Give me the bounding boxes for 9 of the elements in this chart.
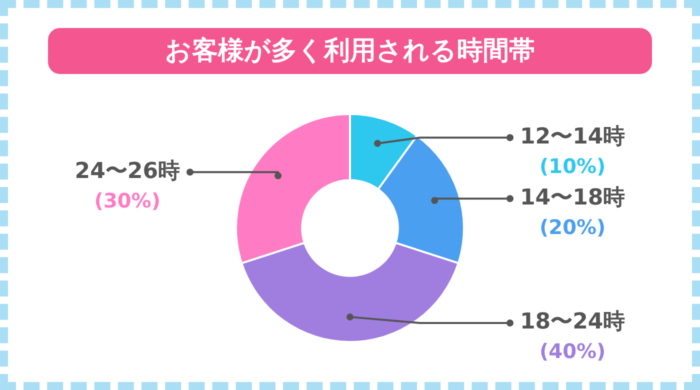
chart-title: お客様が多く利用される時間帯	[48, 28, 652, 74]
slice-label: 18〜24時	[520, 310, 626, 335]
slice-label: 14〜18時	[520, 185, 626, 210]
data-label: (20%)	[540, 214, 606, 239]
slice-label: 12〜14時	[520, 124, 626, 150]
data-label: (40%)	[540, 339, 606, 364]
slice-label: 24〜26時	[74, 158, 180, 184]
data-label: (30%)	[94, 188, 160, 212]
data-label: (10%)	[540, 154, 606, 178]
